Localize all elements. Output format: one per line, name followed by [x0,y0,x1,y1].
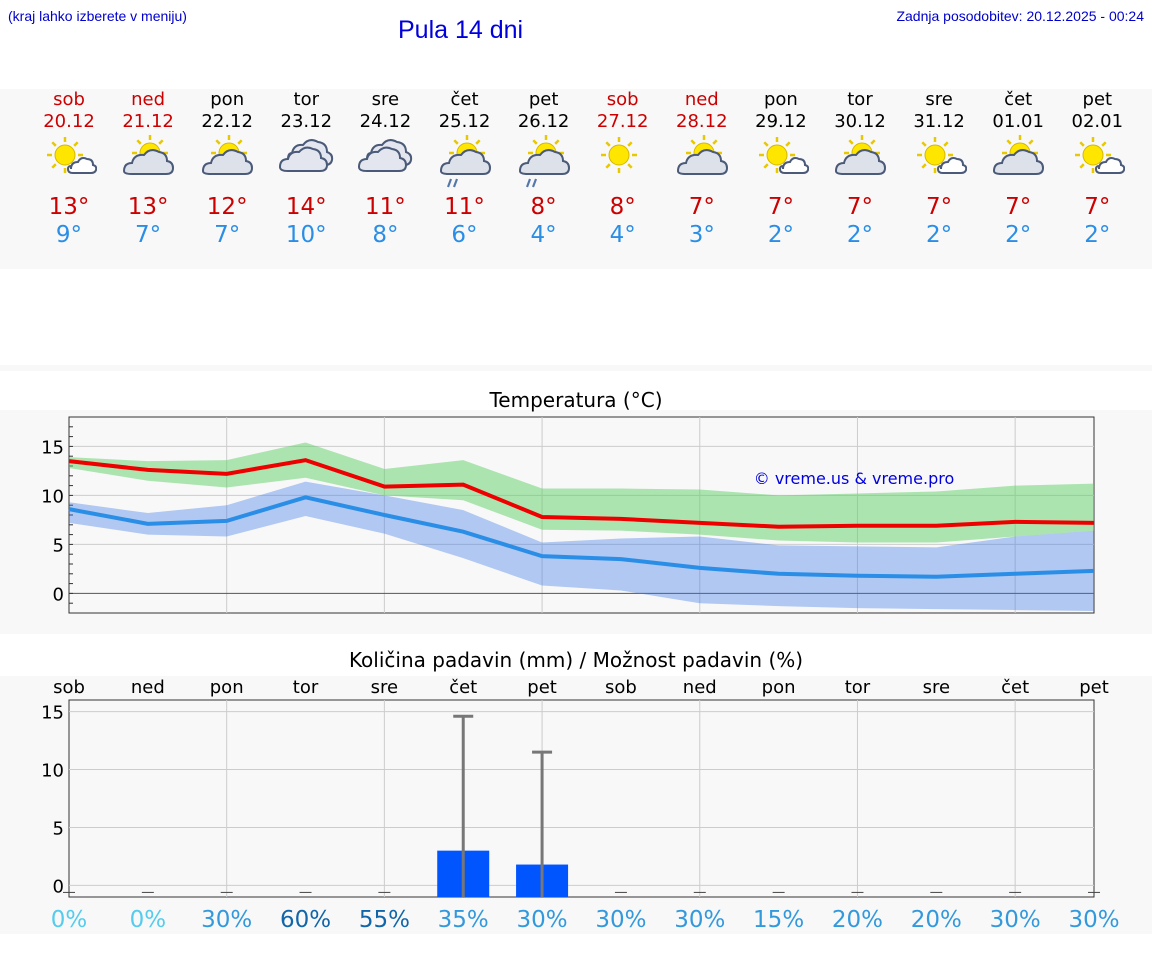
max-temp: 12° [206,194,248,220]
max-temp: 11° [365,194,406,220]
day-column: tor 30.12 7° 2° [820,89,900,249]
divider [0,365,1152,371]
day-column: pet 26.12 8° 4° [504,89,584,249]
min-temp: 2° [1005,222,1032,248]
partly-sunny-icon [911,133,968,185]
day-column: pet 02.01 7° 2° [1057,89,1137,249]
min-temp: 4° [530,222,557,248]
day-date: 20.12 [43,111,95,132]
day-name: ned [684,89,719,110]
page-title: Pula 14 dni [398,16,524,44]
min-temp: 8° [372,222,399,248]
last-updated: Zadnja posodobitev: 20.12.2025 - 00:24 [896,8,1144,24]
day-column: čet 25.12 11° 6° [425,89,505,249]
day-date: 24.12 [359,111,412,132]
partly-cloudy-icon [832,133,888,185]
min-temp: 3° [688,222,715,248]
day-name: pon [763,89,798,110]
min-temp: 2° [926,222,953,248]
partly-sunny-icon [41,133,97,185]
day-name: sob [53,89,85,110]
day-date: 27.12 [596,111,649,132]
temperature-panel [0,410,1152,634]
min-temp: 2° [767,222,794,248]
min-temp: 2° [1084,222,1111,248]
max-temp: 7° [767,194,794,220]
day-column: sre 31.12 7° 2° [899,89,979,249]
day-date: 28.12 [676,111,728,132]
day-column: sob 27.12 8° 4° [583,89,663,249]
min-temp: 7° [135,222,162,248]
day-name: sob [606,89,639,110]
sunny-icon [595,133,651,185]
min-temp: 7° [214,222,241,248]
max-temp: 8° [530,194,557,220]
day-name: pet [528,89,559,110]
precipitation-chart-title: Količina padavin (mm) / Možnost padavin … [348,648,804,672]
min-temp: 6° [451,222,478,248]
day-name: tor [293,89,320,110]
partly-cloudy-rain-icon [516,133,572,188]
day-date: 22.12 [201,111,253,132]
day-column: pon 29.12 7° 2° [741,89,821,249]
day-name: čet [1004,89,1033,110]
day-date: 29.12 [755,111,807,132]
max-temp: 13° [127,194,169,220]
max-temp: 13° [48,194,90,220]
day-date: 25.12 [438,111,491,132]
day-name: ned [131,89,166,110]
max-temp: 7° [926,194,953,220]
day-date: 30.12 [834,111,886,132]
day-date: 21.12 [122,111,174,132]
cloudy-icon [278,133,334,185]
day-date: 31.12 [913,111,965,132]
temperature-chart-title: Temperatura (°C) [489,388,663,412]
day-date: 02.01 [1071,111,1124,132]
day-name: čet [450,89,479,110]
max-temp: 7° [1005,194,1032,220]
day-name: tor [847,89,873,110]
max-temp: 7° [688,194,715,220]
partly-cloudy-icon [199,133,255,185]
day-date: 26.12 [517,111,570,132]
precipitation-panel [0,676,1152,934]
partly-cloudy-icon [674,133,730,185]
min-temp: 2° [846,222,874,248]
forecast-strip [0,89,1152,269]
partly-cloudy-rain-icon [437,133,493,188]
day-date: 01.01 [992,111,1044,132]
min-temp: 10° [285,222,327,248]
day-column: sob 20.12 13° 9° [29,89,109,249]
min-temp: 4° [609,222,636,248]
max-temp: 7° [846,194,874,220]
day-column: čet 01.01 7° 2° [978,89,1058,249]
day-name: pet [1082,89,1113,110]
day-column: sre 24.12 11° 8° [345,89,425,249]
min-temp: 9° [55,222,83,248]
max-temp: 7° [1084,194,1111,220]
max-temp: 14° [285,194,327,220]
day-name: pon [210,89,245,110]
day-column: ned 28.12 7° 3° [662,89,742,249]
partly-cloudy-icon [120,133,176,185]
menu-hint: (kraj lahko izberete v meniju) [8,8,187,24]
max-temp: 11° [444,194,485,220]
day-column: tor 23.12 14° 10° [266,89,346,249]
day-name: sre [925,89,953,110]
partly-cloudy-icon [990,133,1046,185]
partly-sunny-icon [1069,133,1126,185]
day-name: sre [371,89,400,110]
day-column: pon 22.12 12° 7° [187,89,267,249]
day-date: 23.12 [280,111,333,132]
partly-sunny-icon [753,133,809,185]
day-column: ned 21.12 13° 7° [108,89,188,249]
max-temp: 8° [609,194,636,220]
cloudy-icon [357,133,413,185]
